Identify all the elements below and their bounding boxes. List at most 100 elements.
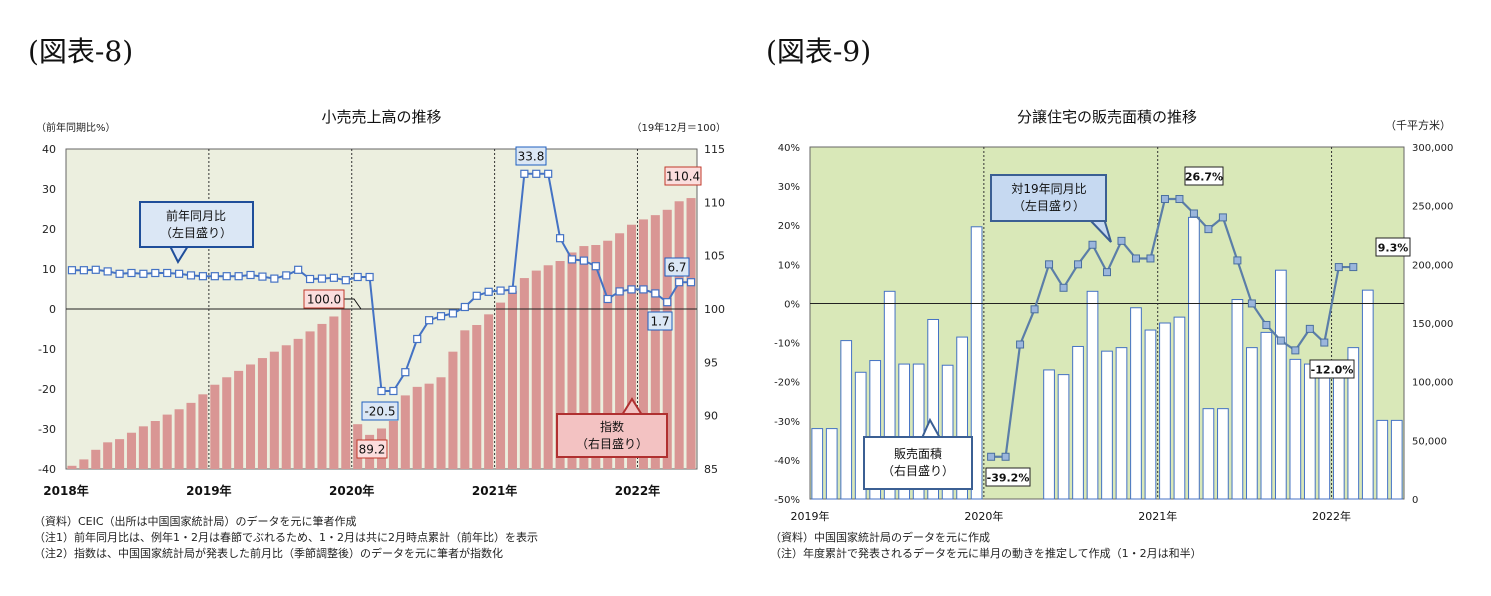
sales-area-bar [1246,347,1258,500]
index-bar [293,338,303,469]
sales-area-bar [1347,347,1360,500]
yoy-point [1016,340,1025,349]
index-bar [174,409,184,469]
index-bar [662,209,672,470]
left-tick-label: 20% [778,221,800,232]
index-bar [305,331,315,469]
left-tick-label: -10 [38,343,56,356]
index-bar [496,302,506,469]
yoy-point [591,262,600,271]
data-label: -20.5 [364,405,395,419]
sales-area-bar [1130,307,1142,500]
sales-area-bar [1260,331,1273,500]
index-bar [531,270,541,469]
yoy-point [294,265,303,274]
yoy-point [1074,260,1083,269]
yoy-point [389,386,398,396]
x-tick-label: 2022年 [615,483,660,498]
index-bar [484,314,494,469]
legend-line-text: （左目盛り） [1013,198,1085,213]
yoy-point [448,309,458,318]
left-axis-unit: （前年同期比%） [36,121,116,134]
index-bar [91,449,101,469]
yoy-point [1059,283,1068,292]
yoy-point [686,278,696,287]
index-bar [222,377,232,469]
sales-area-bar [956,336,968,500]
left-tick-label: 30 [42,183,56,196]
legend-line-text: （左目盛り） [160,225,232,240]
index-bar [388,421,398,469]
yoy-point [79,266,88,275]
yoy-point [460,302,469,312]
index-bar [210,384,220,469]
index-bar [507,290,517,469]
yoy-point [472,291,481,300]
index-bar [341,309,351,469]
yoy-point [1117,236,1126,245]
index-bar [329,316,339,469]
index-bar [615,233,625,469]
yoy-point [1233,256,1242,265]
yoy-point [186,271,196,280]
left-tick-label: -40 [38,463,56,476]
index-bar [460,330,470,469]
yoy-point [1218,213,1227,222]
yoy-point [163,268,172,278]
index-bar [234,370,244,469]
yoy-point [675,278,684,287]
sales-area-bar [1144,329,1157,500]
sales-area-bar [1057,374,1070,500]
yoy-point [341,276,350,285]
left-tick-label: -20 [38,383,56,396]
yoy-point [651,289,660,298]
index-bar [79,459,89,469]
sales-area-bar [1101,350,1113,500]
data-label-box [356,439,388,459]
sales-area-bar [927,318,940,500]
yoy-point [532,169,541,178]
sales-area-bar [1159,322,1171,500]
legend-bar-box [863,436,973,490]
yoy-point [579,256,588,265]
yoy-point [1262,320,1271,329]
yoy-point [1349,263,1358,272]
left-tick-label: 40% [778,143,800,154]
sales-area-bar [1303,363,1316,500]
figure-8-label: (図表-8) [28,35,134,68]
yoy-point [1334,263,1343,272]
index-bar [400,395,410,469]
index-bar [448,351,458,469]
data-label-box [664,166,702,186]
yoy-point [987,452,996,461]
sales-area-bar [970,226,983,500]
yoy-point [401,368,410,377]
yoy-point [1088,240,1097,249]
right-tick-label: 150,000 [1412,319,1453,330]
data-label-box [647,311,673,331]
yoy-point [567,255,577,264]
index-bar [257,358,267,469]
index-bar [317,323,327,469]
left-tick-label: 10 [42,263,56,276]
yoy-point [484,287,493,296]
left-tick-label: 30% [778,182,800,193]
index-bar [472,325,482,469]
sales-area-bar [825,428,838,500]
yoy-point [1305,324,1314,333]
leader-line [344,298,362,310]
yoy-point [1247,299,1256,308]
yoy-point [151,268,160,278]
sales-area-bar [1217,408,1229,500]
sales-area-bar [840,340,853,500]
left-tick-label: -10% [774,339,800,350]
sales-area-bar [1274,269,1287,500]
data-label: 100.0 [307,293,341,307]
sales-area-bar [869,360,882,500]
yoy-point [627,285,636,294]
sales-area-bar [898,363,911,500]
x-tick-label: 2019年 [791,509,830,523]
yoy-point [436,312,446,321]
left-tick-label: 0 [49,303,56,316]
data-label-box [664,257,690,277]
